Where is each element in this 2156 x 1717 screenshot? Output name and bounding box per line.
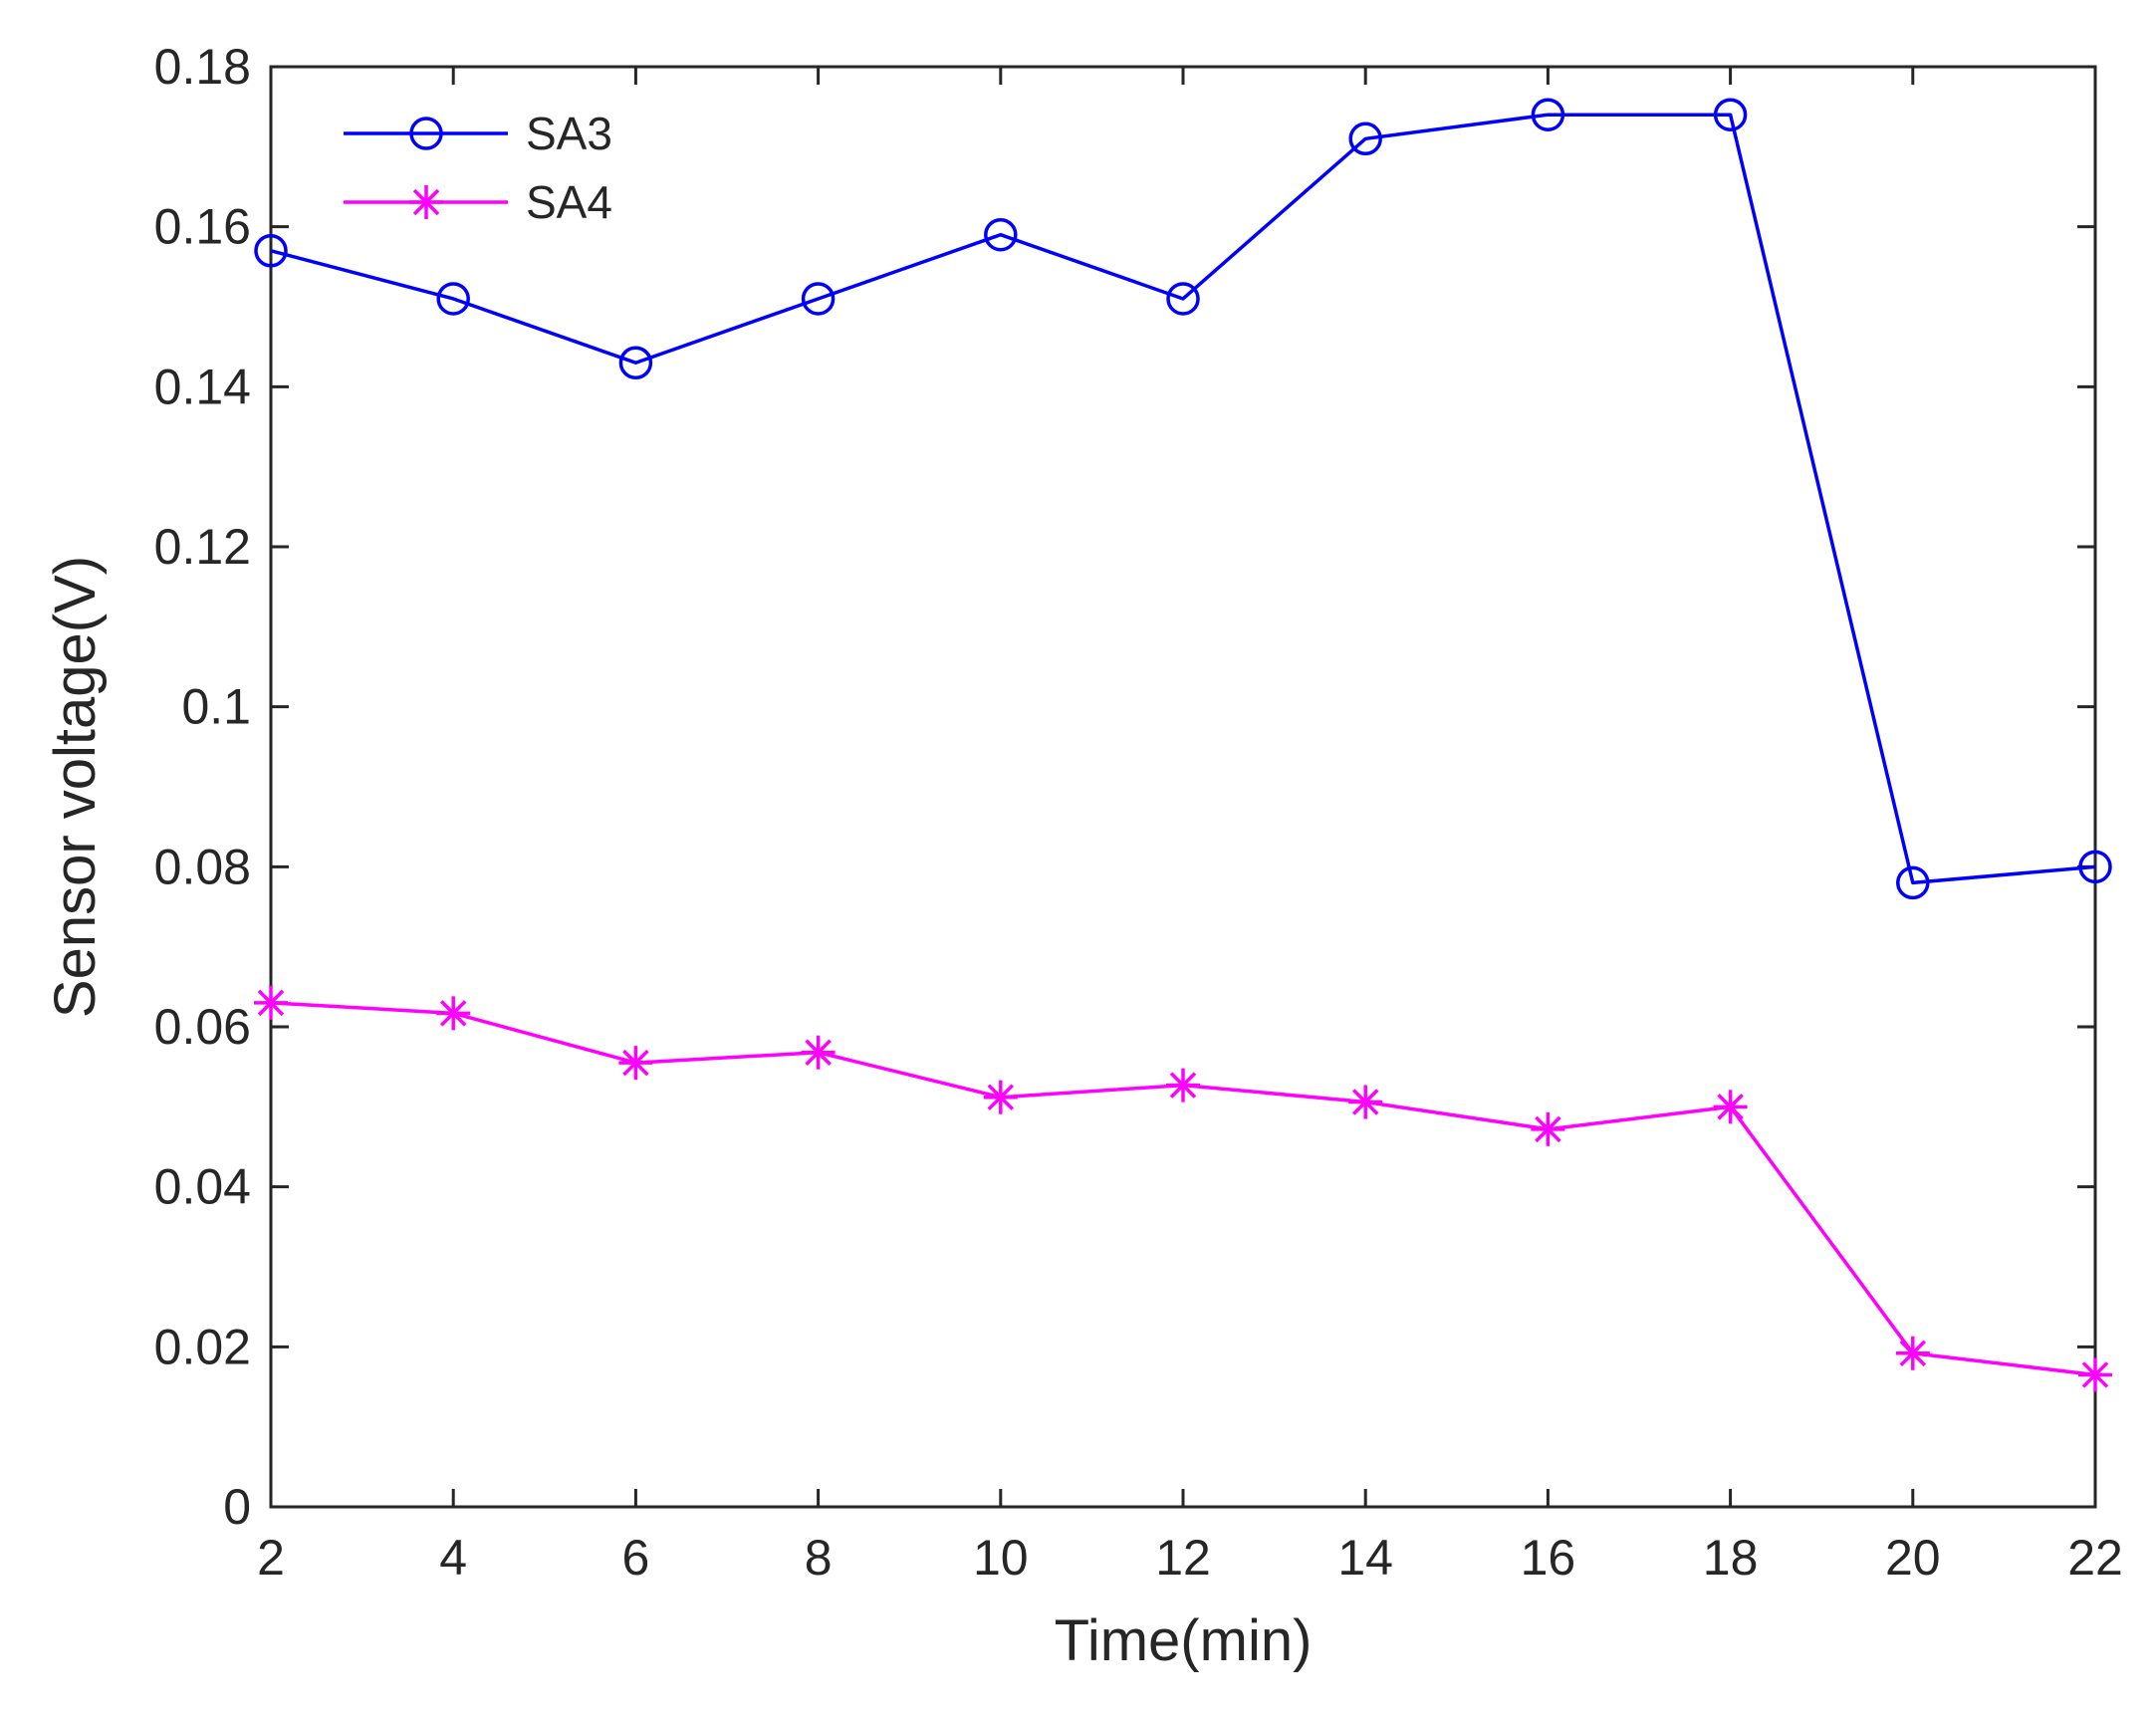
x-tick-label: 16 xyxy=(1521,1530,1576,1586)
y-tick-label: 0.02 xyxy=(154,1319,251,1374)
data-point-sa4 xyxy=(1348,1085,1383,1119)
legend-marker-sa4 xyxy=(409,185,443,219)
data-point-sa4 xyxy=(1531,1111,1565,1146)
data-point-sa4 xyxy=(254,985,288,1020)
data-point-sa4 xyxy=(1166,1068,1200,1103)
legend-label-sa3: SA3 xyxy=(526,108,612,159)
data-point-sa4 xyxy=(801,1035,836,1070)
y-tick-label: 0.04 xyxy=(154,1159,251,1215)
data-point-sa4 xyxy=(1713,1090,1748,1124)
y-tick-label: 0.1 xyxy=(181,679,251,735)
x-tick-label: 20 xyxy=(1885,1530,1941,1586)
data-point-sa3 xyxy=(984,217,1018,252)
data-point-sa4 xyxy=(1895,1336,1930,1370)
y-tick-label: 0.12 xyxy=(154,519,251,575)
x-tick-label: 14 xyxy=(1337,1530,1393,1586)
y-tick-label: 0.06 xyxy=(154,999,251,1055)
y-tick-label: 0.16 xyxy=(154,199,251,255)
x-tick-label: 12 xyxy=(1155,1530,1211,1586)
data-point-sa4 xyxy=(2078,1357,2112,1392)
data-point-sa4 xyxy=(618,1046,653,1081)
data-point-sa3 xyxy=(801,282,836,316)
data-point-sa3 xyxy=(2078,850,2112,884)
data-point-sa4 xyxy=(436,996,471,1031)
series-line-sa3 xyxy=(270,113,2096,885)
legend-marker-sa3 xyxy=(409,117,443,150)
data-point-sa3 xyxy=(1896,865,1930,900)
x-tick-label: 2 xyxy=(257,1530,285,1586)
y-tick-label: 0.18 xyxy=(154,39,251,95)
plot-area: 2 4 6 8 10 12 14 16 18 20 22 0 0.02 0.04 0.06 0.08 0.1 0.… xyxy=(154,39,2123,1586)
y-tick-label: 0.14 xyxy=(154,359,251,414)
x-tick-label: 6 xyxy=(621,1530,649,1586)
y-tick-label: 0.08 xyxy=(154,839,251,894)
data-point-sa3 xyxy=(1713,98,1748,131)
x-tick-label: 4 xyxy=(439,1530,467,1586)
data-point-sa3 xyxy=(618,346,653,379)
x-tick-label: 8 xyxy=(805,1530,833,1586)
data-point-sa3 xyxy=(254,234,288,268)
x-tick-label: 22 xyxy=(2067,1530,2123,1586)
data-point-sa3 xyxy=(1166,282,1200,316)
data-point-sa3 xyxy=(1348,122,1382,156)
y-axis-label: Sensor voltage(V) xyxy=(43,556,108,1018)
legend-label-sa4: SA4 xyxy=(526,176,612,228)
data-point-sa4 xyxy=(983,1080,1018,1114)
x-axis-label: Time(min) xyxy=(1055,1608,1313,1673)
data-point-sa3 xyxy=(436,282,470,316)
x-tick-label: 10 xyxy=(973,1530,1029,1586)
data-point-sa3 xyxy=(1531,98,1565,131)
x-tick-label: 18 xyxy=(1703,1530,1759,1586)
y-tick-label: 0 xyxy=(223,1479,251,1535)
